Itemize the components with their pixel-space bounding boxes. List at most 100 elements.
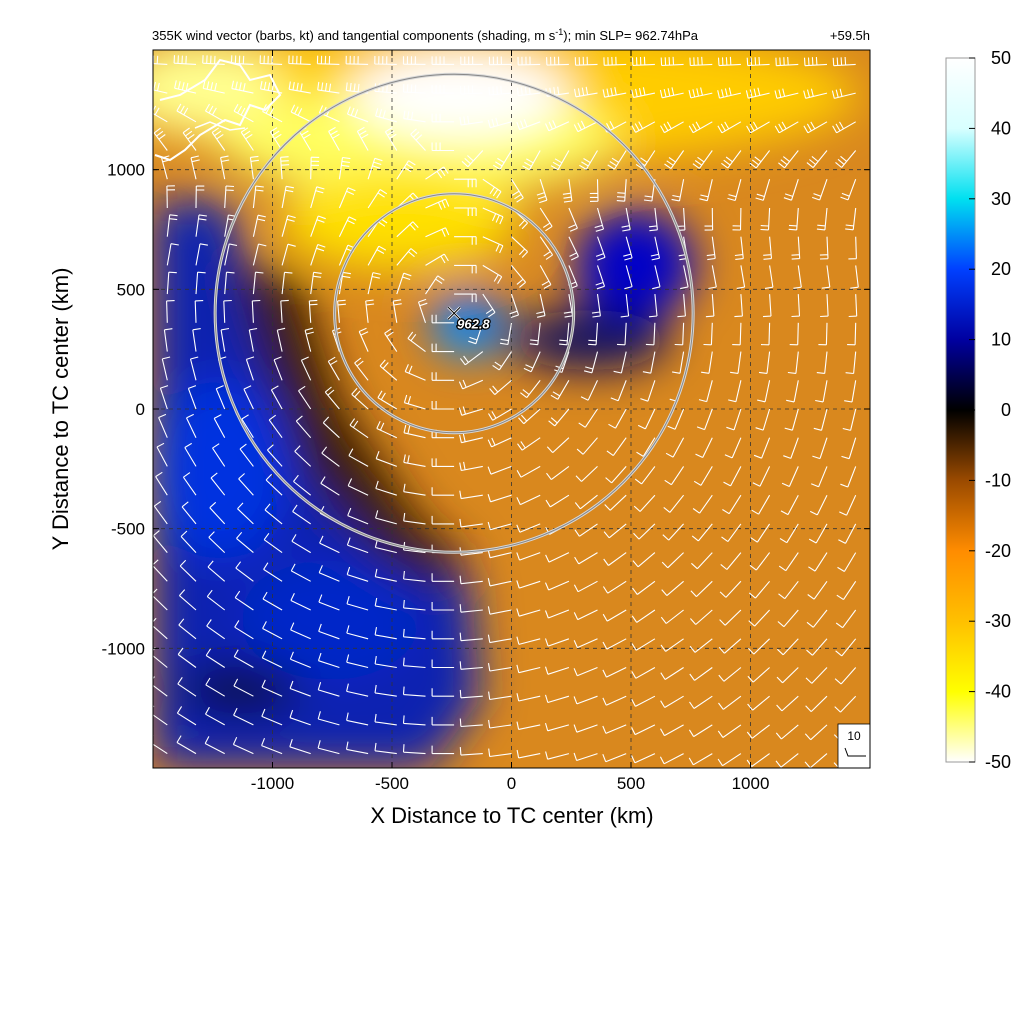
wind-barb xyxy=(695,437,713,458)
wind-barb xyxy=(374,684,397,697)
wind-barb xyxy=(163,328,173,352)
wind-barb xyxy=(747,638,770,655)
wind-barb xyxy=(648,294,658,318)
wind-barb xyxy=(235,561,254,582)
wind-barb xyxy=(431,688,455,697)
wind-barb xyxy=(706,236,716,261)
wind-barb xyxy=(208,531,226,553)
wind-barb xyxy=(376,420,398,439)
wind-barb xyxy=(517,56,541,66)
wind-barb xyxy=(319,535,340,554)
wind-barb xyxy=(786,380,799,403)
wind-barb xyxy=(717,753,742,767)
wind-barb xyxy=(365,299,375,323)
wind-barb xyxy=(717,724,742,738)
wind-barb xyxy=(631,87,656,99)
wind-barb xyxy=(516,608,541,617)
wind-barb xyxy=(298,385,312,410)
wind-barb xyxy=(778,150,799,169)
wind-barb xyxy=(573,580,598,593)
wind-barb xyxy=(688,87,713,99)
wind-barb xyxy=(310,271,322,295)
wind-barb xyxy=(322,416,340,439)
wind-barb xyxy=(238,473,254,496)
wind-barb xyxy=(624,265,633,290)
wind-barb xyxy=(261,708,283,726)
wind-barb xyxy=(402,657,426,669)
wind-barb xyxy=(240,127,254,151)
wind-barb xyxy=(757,380,771,403)
wind-barb xyxy=(845,351,857,375)
wind-barb xyxy=(403,110,426,123)
wind-barb xyxy=(379,359,398,381)
wind-barb xyxy=(789,322,799,346)
wind-barb xyxy=(574,552,598,565)
wind-barb xyxy=(239,443,254,467)
wind-barb xyxy=(459,661,483,670)
wind-barb xyxy=(548,408,570,427)
wind-barb xyxy=(292,504,312,525)
wind-barb xyxy=(573,752,598,762)
wind-barb xyxy=(748,580,771,599)
wind-barb xyxy=(178,589,197,611)
wind-barb xyxy=(202,55,225,65)
wind-barb xyxy=(407,331,426,353)
wind-barb xyxy=(431,343,455,353)
wind-barb xyxy=(544,638,570,647)
wind-barb xyxy=(776,667,799,684)
wind-barb xyxy=(374,742,397,755)
wind-barb xyxy=(431,573,455,582)
wind-barb xyxy=(273,356,283,381)
wind-barb xyxy=(211,127,226,151)
wind-barb xyxy=(459,433,483,444)
wind-barb xyxy=(159,385,169,410)
wind-barb xyxy=(482,178,502,199)
wind-barb xyxy=(374,568,397,582)
wind-barb xyxy=(539,265,552,289)
wind-barb xyxy=(774,88,799,99)
wind-barb xyxy=(190,155,200,180)
wind-barb xyxy=(722,494,742,515)
wind-barb xyxy=(568,236,579,261)
wind-barb xyxy=(751,494,771,515)
wind-barb xyxy=(632,580,656,595)
wind-barb xyxy=(760,207,771,231)
wind-barb xyxy=(488,719,512,729)
wind-barb xyxy=(595,236,606,261)
wind-barb xyxy=(755,179,771,201)
wind-barb xyxy=(837,552,857,572)
wind-barb xyxy=(576,437,598,455)
wind-barb xyxy=(337,299,346,323)
wind-barb xyxy=(623,236,633,261)
wind-barb xyxy=(308,299,318,323)
wind-barb xyxy=(245,356,255,381)
wind-barb xyxy=(603,56,627,66)
wind-barb xyxy=(345,741,369,755)
wind-barb xyxy=(202,80,225,94)
wind-barb xyxy=(206,619,226,640)
wind-barb xyxy=(392,299,402,323)
wind-barb xyxy=(661,580,684,597)
wind-barb xyxy=(812,179,828,201)
wind-barb xyxy=(459,518,483,528)
wind-barb xyxy=(459,747,483,756)
wind-barb xyxy=(268,414,283,439)
wind-barb xyxy=(431,113,455,123)
wind-barb xyxy=(689,609,713,625)
wind-barb xyxy=(791,236,801,260)
wind-barb xyxy=(835,638,857,657)
wind-barb xyxy=(402,56,426,65)
wind-barb xyxy=(403,454,426,467)
wind-barb xyxy=(573,120,598,133)
wind-barb xyxy=(689,667,713,681)
wind-barb xyxy=(631,724,656,736)
wind-barb xyxy=(180,530,197,553)
wind-barb xyxy=(603,552,627,566)
wind-barb xyxy=(431,716,455,726)
wind-barb xyxy=(345,82,369,94)
wind-barb xyxy=(633,494,656,512)
wind-barb xyxy=(660,56,684,67)
shade-core-max xyxy=(449,316,481,344)
wind-barb xyxy=(544,580,570,591)
wind-barb xyxy=(252,271,264,295)
